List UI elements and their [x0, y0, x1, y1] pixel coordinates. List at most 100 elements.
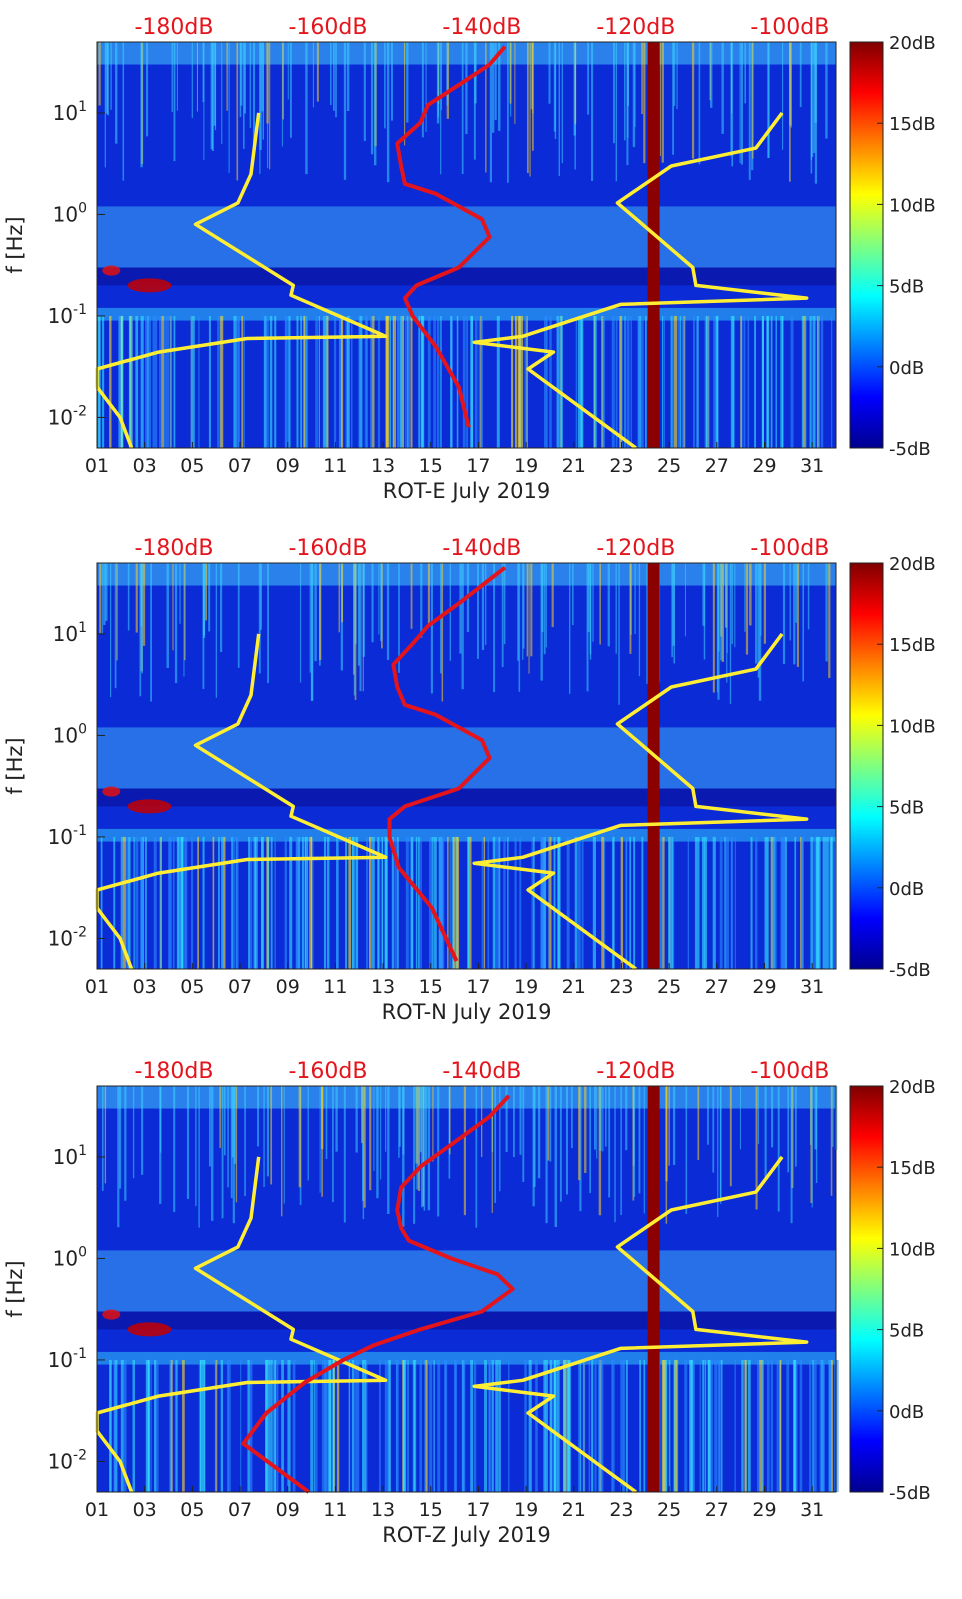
spectrogram-stripe [673, 42, 676, 106]
spectrogram-stripe [485, 563, 487, 645]
spectrogram-stripe [743, 315, 746, 448]
spectrogram-stripe [219, 1086, 221, 1149]
spectrogram-stripe [233, 1086, 237, 1164]
spectrogram-stripe [326, 1359, 329, 1492]
spectrogram-stripe [303, 315, 306, 448]
spectrogram-stripe [462, 315, 466, 448]
spectrogram-stripe [707, 1086, 709, 1145]
spectrogram-stripe [556, 315, 560, 448]
spectrogram-stripe [274, 315, 277, 448]
spectrogram-stripe [135, 315, 139, 448]
spectrogram-stripe [767, 42, 770, 159]
spectrogram-stripe [701, 836, 705, 969]
spectrogram-stripe [581, 836, 584, 969]
spectrogram-stripe [312, 836, 314, 969]
spectrogram-band [97, 267, 836, 286]
spectrogram-stripe [755, 1086, 758, 1210]
spectrogram-stripe [359, 563, 362, 692]
spectrogram-stripe [659, 42, 661, 156]
spectrogram-stripe [645, 315, 647, 448]
spectrogram-stripe [726, 563, 728, 683]
spectrogram-stripe [528, 1359, 532, 1492]
spectrogram-stripe [348, 1359, 351, 1492]
colorbar-tick-label: -5dB [889, 960, 931, 981]
x-tick-label: 09 [276, 1499, 300, 1521]
spectrogram-stripe [747, 315, 750, 448]
spectrogram-stripe [764, 1086, 767, 1179]
spectrogram-stripe [260, 563, 262, 630]
spectrogram-stripe [105, 42, 109, 114]
spectrogram-stripe [724, 836, 726, 969]
spectrogram-stripe [104, 1086, 107, 1184]
spectrogram-stripe [305, 836, 309, 969]
spectrogram-stripe [762, 315, 764, 448]
spectrogram-stripe [132, 1359, 135, 1492]
spectrogram-stripe [135, 836, 139, 969]
spectrogram-stripe [179, 836, 183, 969]
top-axis-label: -160dB [288, 1059, 367, 1084]
spectrogram-stripe [339, 315, 343, 448]
spectrogram-stripe [235, 836, 238, 969]
spectrogram-stripe [591, 1359, 594, 1492]
spectrogram-stripe [315, 315, 318, 448]
spectrogram-stripe [202, 1359, 205, 1492]
spectrogram-stripe [365, 1359, 368, 1492]
spectrogram-stripe [363, 42, 366, 141]
colorbar-tick-label: 10dB [889, 1239, 936, 1260]
x-tick-label: 31 [800, 976, 824, 998]
spectrogram-stripe [622, 1359, 626, 1492]
spectrogram-stripe [558, 315, 560, 448]
spectrogram-stripe [508, 1359, 510, 1492]
spectrogram-stripe [145, 1359, 149, 1492]
spectrogram-stripe [734, 563, 736, 648]
spectrogram-stripe [763, 563, 767, 644]
spectrogram-stripe [671, 563, 673, 658]
x-tick-label: 07 [228, 976, 252, 998]
spectrogram-stripe [165, 315, 170, 448]
spectrogram-stripe [198, 315, 200, 448]
spectrogram-stripe [269, 42, 271, 170]
spectrogram-stripe [431, 836, 434, 969]
spectrogram-stripe [202, 42, 205, 103]
spectrogram-stripe [433, 315, 436, 448]
top-axis-label: -120dB [596, 15, 675, 40]
spectrogram-stripe [323, 1359, 327, 1492]
spectrogram-stripe [282, 42, 284, 120]
x-tick-label: 21 [562, 455, 586, 477]
spectrogram-stripe [247, 1359, 250, 1492]
spectrogram-stripe [343, 1086, 346, 1223]
spectrogram-stripe [668, 1359, 671, 1492]
spectrogram-hotspot [127, 799, 172, 814]
spectrogram-stripe [370, 42, 374, 155]
spectrogram-stripe [174, 563, 178, 683]
spectrogram-stripe [822, 1359, 825, 1492]
spectrogram-stripe [721, 563, 724, 662]
spectrogram-stripe [618, 563, 620, 705]
spectrogram-stripe [761, 1359, 764, 1492]
spectrogram-stripe [186, 1086, 190, 1200]
x-tick-label: 27 [705, 976, 729, 998]
x-tick-label: 11 [323, 455, 347, 477]
spectrogram-stripe [196, 42, 198, 112]
spectrogram-stripe [418, 315, 421, 448]
spectrogram-stripe [319, 563, 322, 661]
spectrogram-stripe [403, 1359, 407, 1492]
spectrogram-stripe [233, 315, 236, 448]
spectrogram-stripe [699, 1359, 701, 1492]
spectrogram-stripe [664, 1359, 668, 1492]
spectrogram-stripe [259, 42, 262, 150]
spectrogram-stripe [384, 42, 386, 129]
spectrogram-stripe [484, 1359, 487, 1492]
spectrogram-stripe [433, 1359, 435, 1492]
spectrogram-stripe [259, 42, 261, 174]
spectrogram-stripe [153, 836, 157, 969]
spectrogram-stripe [468, 836, 472, 969]
spectrogram-stripe [120, 1359, 124, 1492]
spectrogram-stripe [519, 1086, 522, 1155]
spectrogram-stripe [637, 315, 640, 448]
spectrogram-stripe [804, 315, 807, 448]
spectrogram-stripe [237, 563, 240, 668]
spectrogram-stripe [406, 315, 409, 448]
spectrogram-stripe [578, 1359, 580, 1492]
spectrogram-stripe [829, 836, 831, 969]
